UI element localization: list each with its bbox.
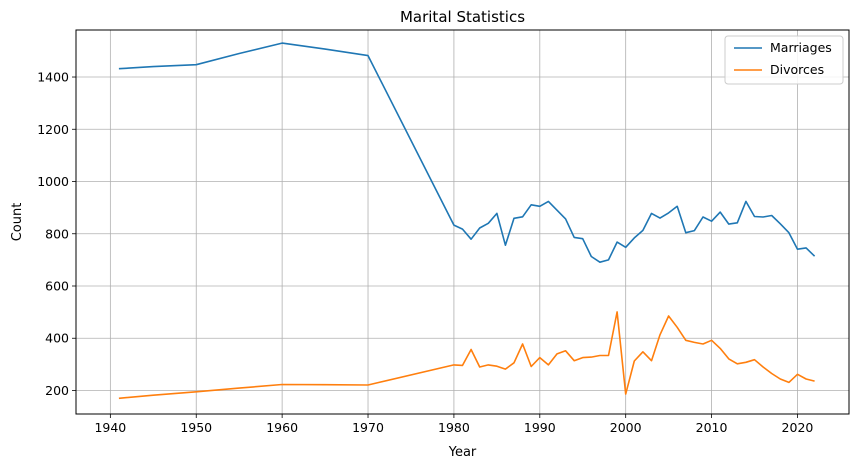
y-axis-ticks: 200 400 600 800 1000 1200 1400 xyxy=(37,70,76,398)
y-tick-label: 1400 xyxy=(37,70,69,85)
x-tick-label: 2000 xyxy=(610,420,642,435)
y-tick-label: 800 xyxy=(45,226,69,241)
x-tick-label: 1970 xyxy=(352,420,384,435)
x-tick-label: 1960 xyxy=(266,420,298,435)
x-tick-label: 1950 xyxy=(180,420,212,435)
legend-divorces-label: Divorces xyxy=(770,62,824,77)
x-tick-label: 1940 xyxy=(94,420,126,435)
x-axis-ticks: 1940 1950 1960 1970 1980 1990 2000 2010 2020 xyxy=(94,414,813,435)
plot-series xyxy=(118,42,816,400)
x-tick-label: 2010 xyxy=(696,420,728,435)
legend: Marriages Divorces xyxy=(724,35,844,85)
grid-lines xyxy=(76,30,849,414)
x-tick-label: 1980 xyxy=(438,420,470,435)
chart-title: Marital Statistics xyxy=(400,8,525,26)
y-tick-label: 1200 xyxy=(37,122,69,137)
y-tick-label: 600 xyxy=(45,279,69,294)
y-tick-label: 1000 xyxy=(37,174,69,189)
plot-area-frame xyxy=(75,29,850,415)
y-axis-label: Count xyxy=(10,203,25,242)
x-tick-label: 2020 xyxy=(782,420,814,435)
x-tick-label: 1990 xyxy=(524,420,556,435)
x-axis-label: Year xyxy=(448,445,477,460)
series-line-marriages xyxy=(118,42,816,264)
y-tick-label: 400 xyxy=(45,331,69,346)
series-line-divorces xyxy=(118,311,815,400)
y-tick-label: 200 xyxy=(45,383,69,398)
legend-marriages-label: Marriages xyxy=(770,40,832,55)
